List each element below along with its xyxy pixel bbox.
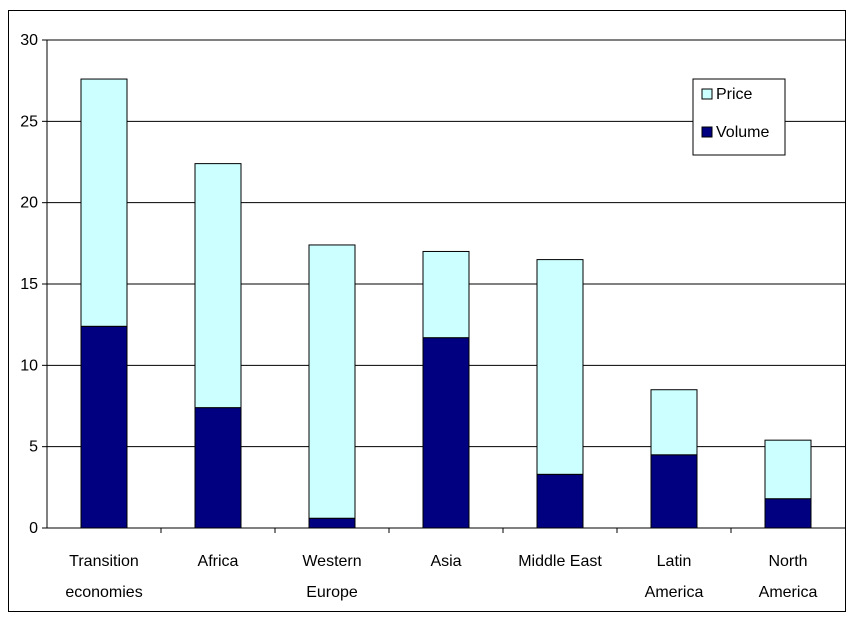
x-category-label: Asia (430, 553, 461, 570)
x-category-label: Africa (198, 553, 239, 570)
bar-price (650, 389, 698, 456)
y-tick-label: 10 (20, 357, 38, 374)
y-tick-label: 15 (20, 276, 38, 293)
legend-swatch-price (701, 88, 713, 100)
bar-volume (764, 498, 812, 529)
x-category-label: Latin (657, 553, 692, 570)
y-tick-label: 5 (29, 439, 38, 456)
bar-price (194, 163, 242, 409)
y-tick-label: 25 (20, 113, 38, 130)
bar-volume (536, 473, 584, 529)
bar-volume (308, 517, 356, 529)
bar-price (422, 250, 470, 339)
y-tick-label: 20 (20, 195, 38, 212)
bar-volume (194, 407, 242, 529)
bar-price (764, 439, 812, 500)
x-category-label: Middle East (518, 553, 602, 570)
x-category-label: America (645, 584, 704, 601)
x-category-label: Europe (306, 584, 358, 601)
bar-price (80, 78, 128, 327)
x-category-label: North (768, 553, 807, 570)
y-tick-label: 30 (20, 32, 38, 49)
bar-price (308, 244, 356, 519)
legend-swatch-volume (701, 126, 713, 138)
bar-volume (422, 337, 470, 529)
x-category-label: America (759, 584, 818, 601)
x-category-label: Transition (69, 553, 139, 570)
legend-label-volume: Volume (716, 124, 769, 141)
bar-volume (80, 325, 128, 529)
bar-volume (650, 454, 698, 529)
legend-label-price: Price (716, 86, 753, 103)
x-category-label: Western (302, 553, 361, 570)
bar-price (536, 259, 584, 475)
y-tick-label: 0 (29, 520, 38, 537)
x-category-label: economies (65, 584, 142, 601)
